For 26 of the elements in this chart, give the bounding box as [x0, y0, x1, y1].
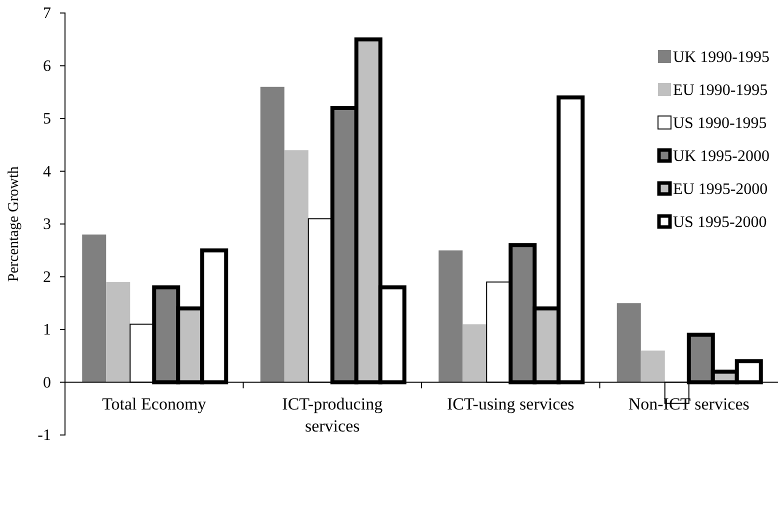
bar — [616, 303, 641, 382]
legend-label: EU 1995-2000 — [673, 181, 768, 198]
bar — [462, 324, 487, 382]
legend-label: US 1995-2000 — [673, 214, 767, 231]
legend-label: EU 1990-1995 — [673, 82, 768, 99]
y-tick-label: 5 — [43, 110, 51, 128]
x-tick-label: Total Economy — [102, 394, 207, 414]
y-tick-label: 6 — [43, 58, 51, 75]
bar — [82, 234, 106, 382]
x-tick-label: ICT-using services — [446, 394, 574, 414]
legend-label: US 1990-1995 — [673, 115, 767, 132]
legend-label: UK 1995-2000 — [673, 148, 770, 165]
y-tick-label: -1 — [38, 427, 51, 444]
bar — [106, 282, 130, 382]
y-axis-title: Percentage Growth — [6, 166, 22, 282]
y-tick-label: 0 — [43, 374, 51, 392]
x-tick-label: Non-ICT services — [628, 394, 750, 414]
legend-label: UK 1990-1995 — [673, 49, 770, 66]
x-tick-label: ICT-producing services — [282, 394, 384, 436]
y-tick-label: 1 — [43, 322, 51, 339]
y-tick-label: 7 — [43, 5, 51, 22]
y-tick-label: 3 — [43, 216, 51, 234]
bar — [640, 350, 665, 382]
bar — [438, 250, 463, 382]
y-tick-label: 2 — [43, 268, 51, 286]
y-tick-label: 4 — [43, 163, 51, 180]
